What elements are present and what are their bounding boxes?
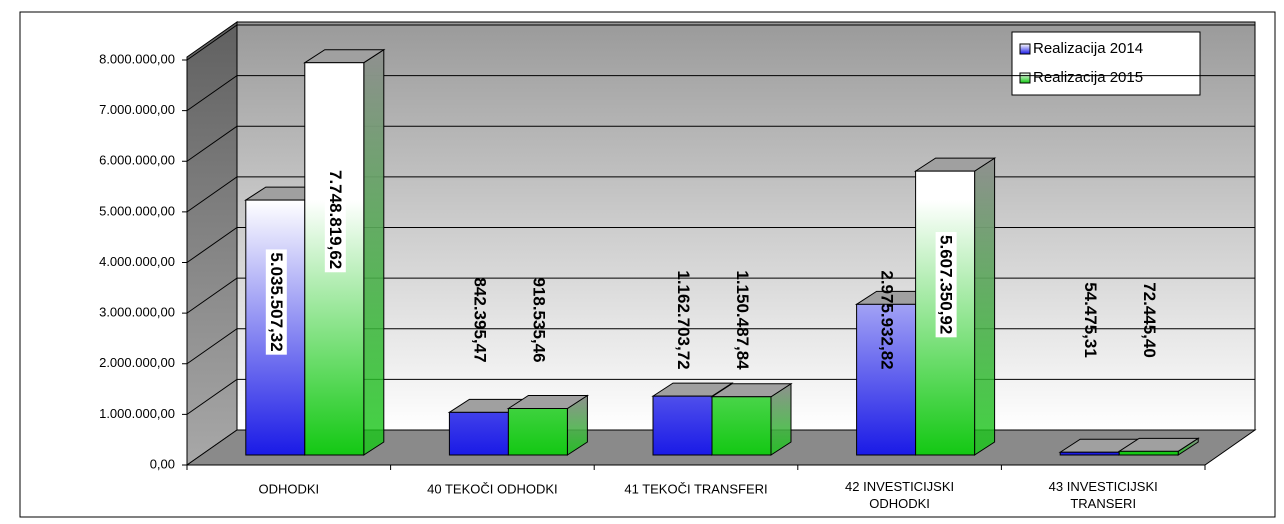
bar [652, 395, 713, 456]
data-label: 918.535,46 [529, 277, 548, 362]
data-label-bg [265, 249, 287, 355]
bar [507, 407, 568, 456]
data-label: 5.035.507,32 [267, 252, 286, 351]
legend-label: Realizacija 2014 [1033, 40, 1143, 57]
data-label-group: 918.535,46 [529, 277, 548, 362]
data-label: 72.445,40 [1140, 282, 1159, 358]
bar [1118, 450, 1179, 456]
data-label: 842.395,47 [470, 277, 489, 362]
chart-frame [19, 11, 1276, 518]
data-label-group: 1.150.487,84 [733, 270, 752, 370]
grid-line [186, 125, 1255, 162]
y-tick-label: 5.000.000,00 [99, 203, 175, 218]
data-label-group: 5.035.507,32 [265, 249, 287, 355]
side-wall [186, 21, 238, 466]
legend-box [1011, 31, 1201, 96]
bar [856, 303, 917, 456]
data-label-group: 842.395,47 [470, 277, 489, 362]
legend-label: Realizacija 2015 [1033, 69, 1143, 86]
data-label: 1.162.703,72 [674, 270, 693, 369]
legend-swatch [1019, 72, 1031, 84]
data-label-group: 7.748.819,62 [324, 166, 346, 273]
data-label-bg [324, 166, 346, 273]
bar [711, 396, 772, 456]
data-label-group: 54.475,31 [1081, 282, 1100, 358]
bar [448, 411, 509, 456]
data-label: 1.150.487,84 [733, 270, 752, 370]
data-label: 5.607.350,92 [937, 235, 956, 334]
x-tick-label: 40 TEKOČI ODHODKI [427, 481, 558, 496]
grid-line [186, 24, 1255, 61]
y-tick-label: 8.000.000,00 [99, 51, 175, 66]
y-tick-label: 3.000.000,00 [99, 305, 175, 320]
data-label-bg [935, 232, 957, 338]
data-label-group: 72.445,40 [1140, 282, 1159, 358]
bar-side [363, 48, 385, 456]
data-label-group: 2.975.932,82 [878, 270, 897, 369]
y-tick-label: 6.000.000,00 [99, 153, 175, 168]
x-tick-label: ODHODKI [258, 481, 319, 496]
data-label-group: 5.607.350,92 [935, 232, 957, 338]
legend: Realizacija 2014 Realizacija 2015 [1011, 31, 1201, 96]
legend-swatch [1019, 43, 1031, 55]
data-label-group: 1.162.703,72 [674, 270, 693, 369]
y-tick-label: 0,00 [150, 456, 175, 471]
bar [1059, 451, 1120, 456]
y-tick-label: 2.000.000,00 [99, 355, 175, 370]
grid-line [186, 75, 1255, 112]
bar-side [974, 157, 996, 456]
data-label: 2.975.932,82 [878, 270, 897, 369]
data-label: 7.748.819,62 [326, 170, 345, 269]
x-tick-label: 41 TEKOČI TRANSFERI [624, 481, 767, 496]
y-tick-label: 4.000.000,00 [99, 254, 175, 269]
y-tick-label: 1.000.000,00 [99, 406, 175, 421]
y-tick-label: 7.000.000,00 [99, 102, 175, 117]
x-tick-label: 42 INVESTICIJSKI ODHODKI [845, 479, 954, 511]
data-label: 54.475,31 [1081, 282, 1100, 358]
x-tick-label: 43 INVESTICIJSKI TRANSERI [1049, 479, 1158, 511]
